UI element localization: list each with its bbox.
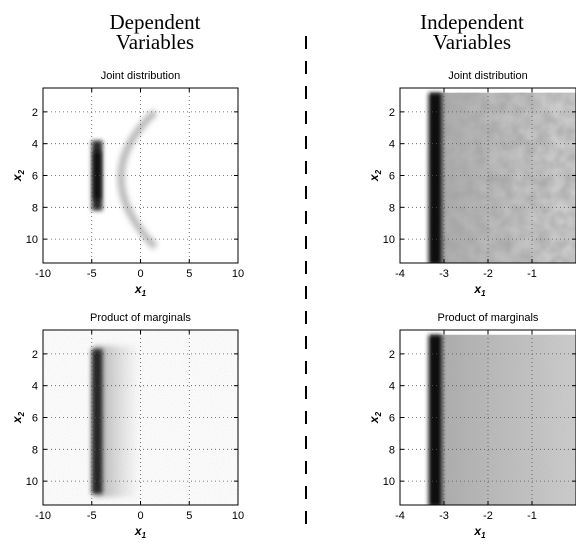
y-tick-label: 6 [32,413,38,425]
y-tick-label: 4 [389,139,395,151]
y-axis-label: x2 [10,169,26,182]
y-tick-label: 8 [389,202,395,214]
y-tick-label: 8 [32,202,38,214]
y-tick-label: 6 [389,413,395,425]
x-axis-label-sub: 1 [481,289,486,298]
x-axis-label: x1 [473,524,486,540]
panel-title: Product of marginals [90,312,191,324]
crescent-arms [117,109,158,250]
y-axis-label-sub: 2 [374,169,383,175]
panel-title: Joint distribution [101,70,181,82]
panel-title: Joint distribution [448,70,528,82]
dependent-variables-title: Dependent Variables [55,10,255,54]
grid-dep-marg [43,330,238,505]
crescent-core-dark [93,151,101,200]
dependent-title-line2: Variables [115,30,195,54]
x-tick-label: -4 [395,510,405,522]
x-axis-label-sub: 1 [481,531,486,540]
y-axis-label: x2 [367,169,383,182]
x-tick-label: -2 [483,268,493,280]
grid-ind-marg [400,330,576,505]
left-edge-band [428,92,442,263]
grid-ind-joint [400,88,576,263]
y-tick-label: 10 [383,476,395,488]
x-tick-label: -2 [483,510,493,522]
x-axis-label-sub: 1 [142,531,147,540]
x-tick-label: -10 [35,268,51,280]
y-axis-label: x2 [367,411,383,424]
x-tick-label: -3 [439,268,449,280]
density-dep-joint [91,109,158,250]
x-tick-label: 0 [137,268,143,280]
x-tick-label: -1 [527,268,537,280]
y-tick-label: 4 [32,381,38,393]
x-tick-label: -4 [395,268,405,280]
independent-title-line2: Variables [432,30,512,54]
y-tick-label: 10 [26,476,38,488]
y-axis-label-sub: 2 [17,169,26,175]
x-tick-label: 0 [137,510,143,522]
y-tick-label: 8 [389,444,395,456]
dependent-title-line1: Dependent [109,10,201,34]
grid-dep-joint [43,88,238,263]
x-axis-label-sub: 1 [142,289,147,298]
fine-texture [430,334,576,505]
y-axis-label: x2 [10,411,26,424]
x-tick-label: -10 [35,510,51,522]
y-tick-label: 2 [32,107,38,119]
y-tick-label: 10 [383,234,395,246]
y-tick-label: 2 [32,349,38,361]
y-tick-label: 6 [32,171,38,183]
chart-ind-joint: -4 -3 -2 -1 2 4 6 8 10 Joint distribution x1 x2 [367,70,576,298]
chart-ind-marg: -4 -3 -2 -1 2 4 6 8 10 Product of marginals x1 x2 [367,312,576,540]
section-divider [305,36,307,536]
y-tick-label: 8 [32,444,38,456]
y-tick-label: 10 [26,234,38,246]
y-tick-label: 4 [32,139,38,151]
panel-title: Product of marginals [438,312,539,324]
chart-dep-marg: -10 -5 0 5 10 2 4 6 8 10 Product of marginals x1 x2 [10,312,244,540]
x-tick-label: -5 [87,510,97,522]
x-tick-label: 5 [186,510,192,522]
chart-dep-joint: -10 -5 0 5 10 2 4 6 8 10 Joint distribution x1 x2 [10,70,244,298]
x-axis-label: x1 [473,282,486,298]
x-tick-label: 10 [232,510,244,522]
y-tick-label: 2 [389,349,395,361]
independent-title-line1: Independent [420,10,524,34]
y-tick-label: 6 [389,171,395,183]
y-tick-label: 2 [389,107,395,119]
blotch-texture [430,92,576,263]
x-tick-label: -3 [439,510,449,522]
x-tick-label: -1 [527,510,537,522]
y-axis-label-sub: 2 [374,411,383,417]
density-ind-joint [428,92,576,263]
x-tick-label: 5 [186,268,192,280]
x-axis-label: x1 [134,524,147,540]
x-axis-label: x1 [134,282,147,298]
x-tick-label: 10 [232,268,244,280]
independent-variables-title: Independent Variables [372,10,572,54]
y-tick-label: 4 [389,381,395,393]
density-ind-marg [428,334,576,505]
left-edge-band [428,334,442,505]
x-tick-label: -5 [87,268,97,280]
y-axis-label-sub: 2 [17,411,26,417]
